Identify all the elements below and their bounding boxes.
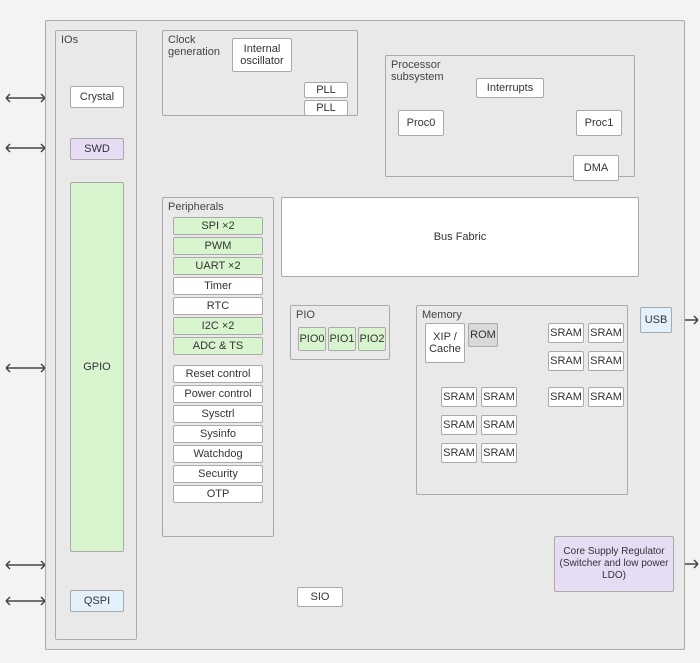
- block-regulator: Core Supply Regulator (Switcher and low …: [554, 536, 674, 592]
- block-sram_b5: SRAM: [441, 443, 477, 463]
- block-watchdog: Watchdog: [173, 445, 263, 463]
- block-adc: ADC & TS: [173, 337, 263, 355]
- block-pio1: PIO1: [328, 327, 356, 351]
- block-sram_b2: SRAM: [481, 387, 517, 407]
- block-sysinfo: Sysinfo: [173, 425, 263, 443]
- block-sram_a3: SRAM: [548, 351, 584, 371]
- region-label-periph: Peripherals: [168, 201, 248, 213]
- block-xip: XIP / Cache: [425, 323, 465, 363]
- block-security: Security: [173, 465, 263, 483]
- block-reset: Reset control: [173, 365, 263, 383]
- region-label-procsys: Processor subsystem: [391, 59, 471, 83]
- block-dma: DMA: [573, 155, 619, 181]
- block-pio0: PIO0: [298, 327, 326, 351]
- block-sram_b6: SRAM: [481, 443, 517, 463]
- bus-fabric: Bus Fabric: [281, 197, 639, 277]
- block-uart: UART ×2: [173, 257, 263, 275]
- block-gpio: GPIO: [70, 182, 124, 552]
- block-sram_a2: SRAM: [588, 323, 624, 343]
- block-swd: SWD: [70, 138, 124, 160]
- block-otp: OTP: [173, 485, 263, 503]
- block-power: Power control: [173, 385, 263, 403]
- block-crystal: Crystal: [70, 86, 124, 108]
- region-label-pio: PIO: [296, 309, 376, 321]
- block-interrupts: Interrupts: [476, 78, 544, 98]
- block-pll2: PLL: [304, 100, 348, 116]
- block-pio2: PIO2: [358, 327, 386, 351]
- block-sram_a1: SRAM: [548, 323, 584, 343]
- region-label-ios: IOs: [61, 34, 141, 46]
- block-pll1: PLL: [304, 82, 348, 98]
- region-label-memory: Memory: [422, 309, 502, 321]
- block-sio: SIO: [297, 587, 343, 607]
- block-rom: ROM: [468, 323, 498, 347]
- block-sram_a4: SRAM: [588, 351, 624, 371]
- block-usb: USB: [640, 307, 672, 333]
- block-sram_b3: SRAM: [441, 415, 477, 435]
- region-label-clockgen: Clock generation: [168, 34, 234, 58]
- block-i2c: I2C ×2: [173, 317, 263, 335]
- block-sram_a6: SRAM: [588, 387, 624, 407]
- block-sysctrl: Sysctrl: [173, 405, 263, 423]
- block-pwm: PWM: [173, 237, 263, 255]
- block-sram_b1: SRAM: [441, 387, 477, 407]
- block-rtc: RTC: [173, 297, 263, 315]
- block-sram_a5: SRAM: [548, 387, 584, 407]
- block-proc0: Proc0: [398, 110, 444, 136]
- block-sram_b4: SRAM: [481, 415, 517, 435]
- block-int_osc: Internal oscillator: [232, 38, 292, 72]
- block-proc1: Proc1: [576, 110, 622, 136]
- block-spi: SPI ×2: [173, 217, 263, 235]
- block-qspi: QSPI: [70, 590, 124, 612]
- block-timer: Timer: [173, 277, 263, 295]
